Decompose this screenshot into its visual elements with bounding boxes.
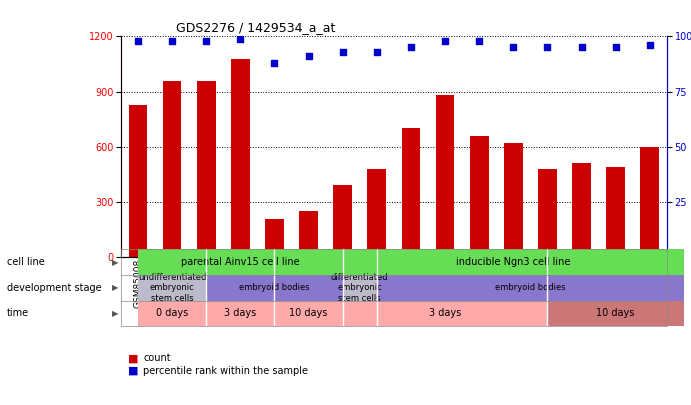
Bar: [606, 167, 625, 257]
Text: undifferentiated
embryonic
stem cells: undifferentiated embryonic stem cells: [138, 273, 207, 303]
Text: 10 days: 10 days: [596, 308, 635, 318]
Bar: [333, 185, 352, 257]
Bar: [299, 211, 318, 257]
Text: ▶: ▶: [112, 309, 119, 318]
Point: [200, 38, 211, 44]
Bar: [129, 104, 147, 257]
Text: parental Ainv15 cell line: parental Ainv15 cell line: [181, 257, 300, 267]
Bar: [435, 95, 455, 257]
Text: ▶: ▶: [112, 283, 119, 292]
Text: inducible Ngn3 cell line: inducible Ngn3 cell line: [456, 257, 571, 267]
Bar: [265, 219, 284, 257]
Bar: [504, 143, 522, 257]
Point: [406, 44, 417, 51]
Point: [576, 44, 587, 51]
Bar: [368, 169, 386, 257]
Text: 3 days: 3 days: [224, 308, 256, 318]
Text: ■: ■: [128, 366, 138, 375]
Text: GDS2276 / 1429534_a_at: GDS2276 / 1429534_a_at: [176, 21, 335, 34]
Text: count: count: [143, 354, 171, 363]
Text: differentiated
embryonic
stem cells: differentiated embryonic stem cells: [331, 273, 388, 303]
Point: [610, 44, 621, 51]
Text: development stage: development stage: [7, 283, 102, 293]
Point: [133, 38, 144, 44]
Bar: [231, 58, 249, 257]
Bar: [401, 128, 420, 257]
Point: [235, 35, 246, 42]
Bar: [538, 169, 557, 257]
Point: [473, 38, 484, 44]
Text: 0 days: 0 days: [156, 308, 188, 318]
Point: [167, 38, 178, 44]
Point: [644, 42, 655, 49]
Bar: [572, 163, 591, 257]
Text: ▶: ▶: [112, 258, 119, 267]
Text: time: time: [7, 308, 29, 318]
Text: 10 days: 10 days: [290, 308, 328, 318]
Text: embryoid bodies: embryoid bodies: [239, 283, 310, 292]
Point: [439, 38, 451, 44]
Bar: [162, 81, 182, 257]
Point: [508, 44, 519, 51]
Point: [542, 44, 553, 51]
Text: ■: ■: [128, 354, 138, 363]
Text: percentile rank within the sample: percentile rank within the sample: [143, 366, 308, 375]
Point: [337, 49, 348, 55]
Text: cell line: cell line: [7, 257, 45, 267]
Text: embryoid bodies: embryoid bodies: [495, 283, 566, 292]
Point: [371, 49, 382, 55]
Text: 3 days: 3 days: [429, 308, 461, 318]
Bar: [197, 81, 216, 257]
Bar: [641, 147, 659, 257]
Bar: [470, 136, 489, 257]
Point: [269, 60, 280, 66]
Point: [303, 53, 314, 60]
